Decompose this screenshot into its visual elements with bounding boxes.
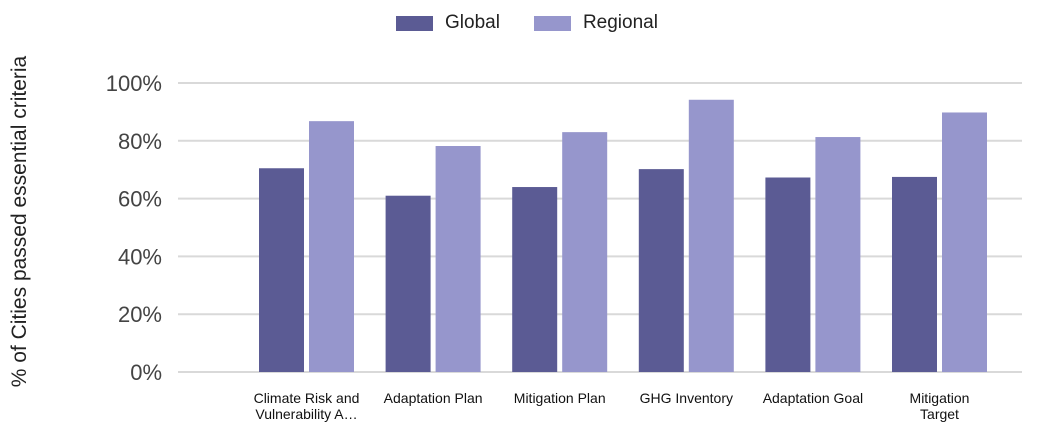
bar-regional-0 [309,121,354,372]
x-category-label: Mitigation Target [910,390,970,422]
y-tick-label: 100% [106,71,162,96]
x-category-label: Adaptation Goal [763,390,863,406]
bar-regional-2 [562,132,608,372]
y-tick-label: 20% [118,302,162,327]
y-tick-label: 0% [130,360,162,385]
bar-regional-1 [435,146,481,372]
legend-swatch-regional [533,15,571,31]
legend-item-regional: Regional [533,12,658,34]
bar-regional-5 [942,112,987,372]
x-category-label: GHG Inventory [640,390,733,406]
legend: Global Regional [0,12,1054,34]
bar-global-2 [512,187,558,372]
bar-global-0 [259,168,304,372]
y-tick-label: 40% [118,244,162,269]
legend-swatch-global [396,15,434,31]
y-tick-label: 80% [118,129,162,154]
y-tick-label: 60% [118,187,162,212]
bar-global-1 [385,195,431,372]
legend-label-global: Global [445,12,500,33]
bar-regional-4 [815,137,861,372]
bar-global-5 [892,176,937,372]
bar-global-3 [638,169,684,372]
x-category-label: Mitigation Plan [514,390,606,406]
bar-regional-3 [688,99,734,373]
x-category-label: Adaptation Plan [384,390,483,406]
legend-item-global: Global [396,12,500,34]
bar-global-4 [765,177,811,372]
x-category-label: Climate Risk and Vulnerability A… [254,390,360,422]
legend-label-regional: Regional [582,12,658,33]
